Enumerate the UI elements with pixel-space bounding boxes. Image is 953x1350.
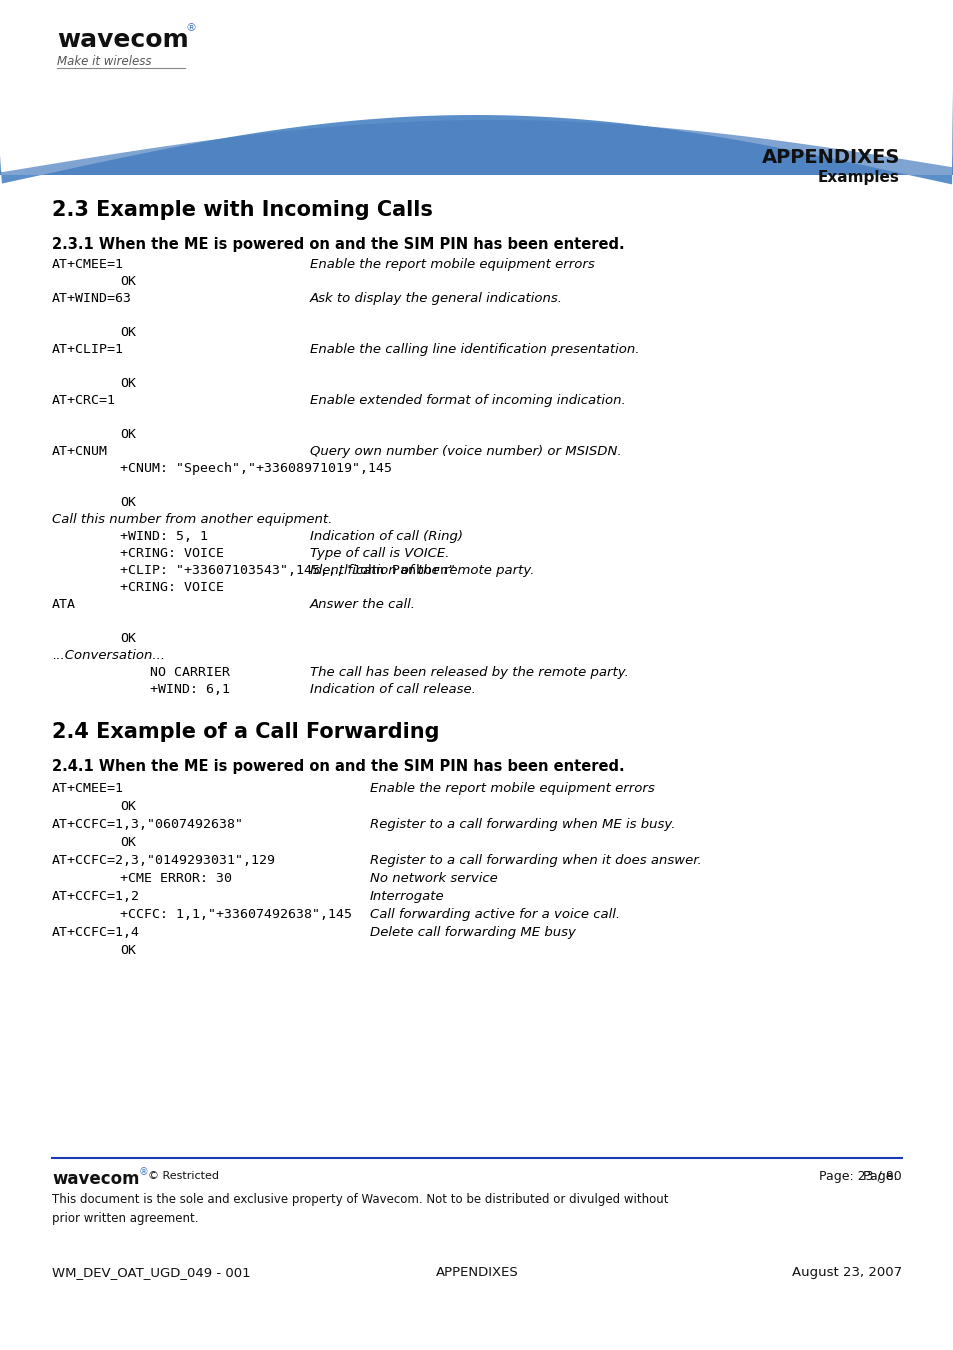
Text: +CRING: VOICE: +CRING: VOICE — [120, 547, 224, 560]
Text: OK: OK — [120, 495, 136, 509]
Text: © Restricted: © Restricted — [148, 1170, 219, 1181]
Text: NO CARRIER: NO CARRIER — [150, 666, 230, 679]
Text: Ask to display the general indications.: Ask to display the general indications. — [310, 292, 562, 305]
Text: OK: OK — [120, 275, 136, 288]
Text: 2.3.1 When the ME is powered on and the SIM PIN has been entered.: 2.3.1 When the ME is powered on and the … — [52, 238, 624, 252]
Text: Identification of the remote party.: Identification of the remote party. — [310, 564, 534, 576]
Text: Enable the calling line identification presentation.: Enable the calling line identification p… — [310, 343, 639, 356]
Text: AT+WIND=63: AT+WIND=63 — [52, 292, 132, 305]
Text: Register to a call forwarding when ME is busy.: Register to a call forwarding when ME is… — [370, 818, 675, 832]
Text: +CNUM: "Speech","+33608971019",145: +CNUM: "Speech","+33608971019",145 — [120, 462, 392, 475]
Text: wavecom: wavecom — [52, 1170, 139, 1188]
Text: Examples: Examples — [818, 170, 899, 185]
Text: Query own number (voice number) or MSISDN.: Query own number (voice number) or MSISD… — [310, 446, 621, 458]
Text: AT+CMEE=1: AT+CMEE=1 — [52, 258, 124, 271]
Text: Delete call forwarding ME busy: Delete call forwarding ME busy — [370, 926, 576, 940]
Text: Enable the report mobile equipment errors: Enable the report mobile equipment error… — [370, 782, 654, 795]
Text: AT+CRC=1: AT+CRC=1 — [52, 394, 116, 406]
Text: August 23, 2007: August 23, 2007 — [791, 1266, 901, 1278]
Polygon shape — [0, 0, 953, 176]
Text: OK: OK — [120, 632, 136, 645]
Polygon shape — [0, 0, 953, 185]
Text: ®: ® — [139, 1166, 149, 1177]
Text: Indication of call release.: Indication of call release. — [310, 683, 476, 697]
Text: +CLIP: "+33607103543",145,,,"John Panborn": +CLIP: "+33607103543",145,,,"John Panbor… — [120, 564, 456, 576]
Text: Page: 23 / 80: Page: 23 / 80 — [819, 1170, 901, 1183]
Text: Type of call is VOICE.: Type of call is VOICE. — [310, 547, 449, 560]
Text: OK: OK — [120, 325, 136, 339]
Text: Interrogate: Interrogate — [370, 890, 444, 903]
Polygon shape — [0, 15, 953, 161]
Text: Enable extended format of incoming indication.: Enable extended format of incoming indic… — [310, 394, 625, 406]
Text: +WIND: 6,1: +WIND: 6,1 — [150, 683, 230, 697]
Text: Make it wireless: Make it wireless — [57, 55, 152, 68]
Text: Call this number from another equipment.: Call this number from another equipment. — [52, 513, 332, 526]
Text: 2.3 Example with Incoming Calls: 2.3 Example with Incoming Calls — [52, 200, 433, 220]
Text: No network service: No network service — [370, 872, 497, 886]
Text: Page:: Page: — [862, 1170, 901, 1183]
Text: OK: OK — [120, 836, 136, 849]
Text: AT+CCFC=1,2: AT+CCFC=1,2 — [52, 890, 140, 903]
Text: OK: OK — [120, 377, 136, 390]
Text: +WIND: 5, 1: +WIND: 5, 1 — [120, 531, 208, 543]
Text: Enable the report mobile equipment errors: Enable the report mobile equipment error… — [310, 258, 594, 271]
Text: Answer the call.: Answer the call. — [310, 598, 416, 612]
Text: AT+CCFC=2,3,"0149293031",129: AT+CCFC=2,3,"0149293031",129 — [52, 855, 275, 867]
Text: +CRING: VOICE: +CRING: VOICE — [120, 580, 224, 594]
Text: APPENDIXES: APPENDIXES — [760, 148, 899, 167]
Text: Register to a call forwarding when it does answer.: Register to a call forwarding when it do… — [370, 855, 701, 867]
Text: WM_DEV_OAT_UGD_049 - 001: WM_DEV_OAT_UGD_049 - 001 — [52, 1266, 251, 1278]
Text: This document is the sole and exclusive property of Wavecom. Not to be distribut: This document is the sole and exclusive … — [52, 1193, 668, 1224]
Text: OK: OK — [120, 944, 136, 957]
Text: AT+CNUM: AT+CNUM — [52, 446, 108, 458]
Text: wavecom: wavecom — [57, 28, 189, 53]
Text: The call has been released by the remote party.: The call has been released by the remote… — [310, 666, 628, 679]
Text: AT+CMEE=1: AT+CMEE=1 — [52, 782, 124, 795]
Text: AT+CLIP=1: AT+CLIP=1 — [52, 343, 124, 356]
Text: 2.4.1 When the ME is powered on and the SIM PIN has been entered.: 2.4.1 When the ME is powered on and the … — [52, 759, 624, 774]
Text: +CCFC: 1,1,"+33607492638",145: +CCFC: 1,1,"+33607492638",145 — [120, 909, 352, 921]
Text: AT+CCFC=1,3,"0607492638": AT+CCFC=1,3,"0607492638" — [52, 818, 244, 832]
Text: OK: OK — [120, 801, 136, 813]
Text: +CME ERROR: 30: +CME ERROR: 30 — [120, 872, 232, 886]
Text: 2.4 Example of a Call Forwarding: 2.4 Example of a Call Forwarding — [52, 722, 439, 742]
Text: Call forwarding active for a voice call.: Call forwarding active for a voice call. — [370, 909, 619, 921]
Text: ®: ® — [186, 23, 196, 32]
Text: OK: OK — [120, 428, 136, 441]
Text: ATA: ATA — [52, 598, 76, 612]
Text: AT+CCFC=1,4: AT+CCFC=1,4 — [52, 926, 140, 940]
Text: APPENDIXES: APPENDIXES — [436, 1266, 517, 1278]
Text: Indication of call (Ring): Indication of call (Ring) — [310, 531, 462, 543]
Text: ...Conversation...: ...Conversation... — [52, 649, 165, 662]
